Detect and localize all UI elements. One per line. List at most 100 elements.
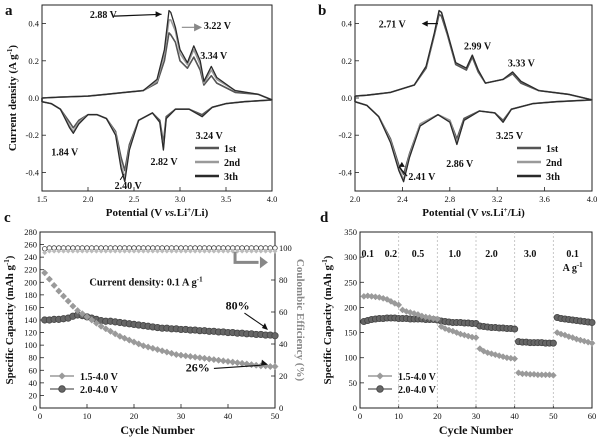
legend-label: 2.0-4.0 V xyxy=(398,385,437,396)
y-axis-label-part: -1 xyxy=(6,48,14,54)
arrow-head xyxy=(260,359,268,366)
y-tick-label: 300 xyxy=(344,252,357,262)
y-tick-label: 140 xyxy=(24,315,37,325)
annotation-part: -1 xyxy=(197,275,203,283)
ce-point-1-5-4v xyxy=(225,248,231,254)
ce-point-1-5-4v xyxy=(159,248,165,254)
x-tick-label: 3.2 xyxy=(492,194,503,204)
rate-unit-part: A g xyxy=(563,263,577,274)
ce-point-1-5-4v xyxy=(220,248,226,254)
y-tick-label: 40 xyxy=(29,378,38,388)
y-tick-label: 50 xyxy=(349,378,358,388)
ce-point-1-5-4v xyxy=(126,248,132,254)
ce-point-1-5-4v xyxy=(169,248,175,254)
x-axis-label-part: /Li) xyxy=(507,207,525,219)
rate-label: 0.5 xyxy=(412,249,425,260)
x-axis-label: Potential (V vs.Li+/Li) xyxy=(422,206,525,219)
capacity-point-1-5-4v xyxy=(153,345,162,354)
y-tick-label: -0.2 xyxy=(26,130,39,140)
ce-point-1-5-4v xyxy=(93,248,99,254)
y-tick-label: 80 xyxy=(29,353,38,363)
peak-annotation: 1.84 V xyxy=(51,148,79,159)
capacity-point-1-5-4v xyxy=(59,292,68,300)
annotation-arrow xyxy=(114,13,162,17)
ce-point-1-5-4v xyxy=(84,248,90,254)
arrow-head xyxy=(421,20,428,27)
legend-label: 1st xyxy=(224,144,237,155)
capacity-point-1-5-4v xyxy=(83,313,91,321)
panel-label: b xyxy=(318,3,326,19)
capacity-point-1-5-4v xyxy=(549,371,557,379)
y-tick-label: 260 xyxy=(24,240,37,250)
capacity-point-1-5-4v xyxy=(511,355,519,363)
x-tick-label: 40 xyxy=(510,411,519,421)
annotation-arrow xyxy=(244,312,266,328)
ce-point-1-5-4v xyxy=(112,248,118,254)
x-tick-label: 10 xyxy=(83,411,92,421)
ce-point-1-5-4v xyxy=(122,248,128,254)
x-axis-label-part: + xyxy=(504,206,508,214)
ce-point-1-5-4v xyxy=(60,248,67,254)
rate-label: 1.0 xyxy=(448,249,461,260)
y-tick-label: 0.0 xyxy=(28,93,39,103)
y-tick-label: 100 xyxy=(344,353,357,363)
capacity-point-1-5-4v xyxy=(418,312,426,320)
ce-point-1-5-4v xyxy=(56,248,62,254)
capacity-point-1-5-4v xyxy=(144,343,152,351)
ce-point-1-5-4v xyxy=(150,248,156,254)
annotation-part: Current density: 0.1 A g xyxy=(89,277,197,288)
y-tick-label: -0.2 xyxy=(339,130,352,140)
capacity-point-1-5-4v xyxy=(102,325,110,333)
x-tick-label: 0 xyxy=(358,411,362,421)
y2-axis-label: Coulombic Efficiency (%) xyxy=(294,259,306,382)
legend-label: 1.5-4.0 V xyxy=(80,372,119,383)
ce-point-1-5-4v xyxy=(267,248,273,254)
rate-unit-part: -1 xyxy=(577,261,583,269)
capacity-point-2-4v xyxy=(549,339,557,347)
x-tick-label: 2.8 xyxy=(444,194,455,204)
capacity-point-1-5-4v xyxy=(557,330,565,338)
y-tick-label: 350 xyxy=(344,227,357,237)
capacity-point-2-4v xyxy=(271,332,279,340)
arrow-head xyxy=(398,161,405,167)
capacity-point-1-5-4v xyxy=(97,322,105,330)
ce-point-1-5-4v xyxy=(192,248,198,254)
x-axis-label: Cycle Number xyxy=(439,423,514,437)
capacity-point-1-5-4v xyxy=(186,352,194,361)
legend-label: 2nd xyxy=(224,158,241,169)
x-axis-label-part: Li xyxy=(493,207,503,219)
legend-label: 3th xyxy=(546,172,560,183)
capacity-point-1-5-4v xyxy=(205,355,213,363)
capacity-point-1-5-4v xyxy=(441,325,449,333)
ce-point-1-5-4v xyxy=(253,248,259,254)
y-tick-label: 150 xyxy=(344,328,357,338)
retention-annotation: 80% xyxy=(226,298,250,312)
y-tick-label: 160 xyxy=(24,302,37,312)
capacity-point-1-5-4v xyxy=(472,334,480,342)
legend-marker xyxy=(376,372,384,380)
capacity-point-1-5-4v xyxy=(573,335,580,343)
annotation-arrow xyxy=(119,173,125,181)
ce-point-1-5-4v xyxy=(244,248,250,254)
y-tick-label: 0.2 xyxy=(341,56,352,66)
peak-annotation: 3.34 V xyxy=(200,51,228,62)
y2-tick-label: 80 xyxy=(279,275,288,285)
capacity-point-1-5-4v xyxy=(55,287,63,295)
x-tick-label: 2.0 xyxy=(83,194,94,204)
y-tick-label: 0 xyxy=(353,403,357,413)
y-axis-label: Specific Capacity (mAh g-1) xyxy=(321,255,334,384)
capacity-point-1-5-4v xyxy=(460,331,468,339)
x-tick-label: 3.0 xyxy=(175,194,186,204)
x-tick-label: 10 xyxy=(394,411,403,421)
ce-point-1-5-4v xyxy=(89,248,95,254)
x-axis-label-part: Li xyxy=(177,207,187,219)
y-axis-label-part: Specific Capacity (mAh g xyxy=(322,265,334,385)
capacity-point-1-5-4v xyxy=(182,352,190,360)
ce-point-1-5-4v xyxy=(211,248,217,254)
y2-tick-label: 0 xyxy=(279,403,283,413)
capacity-point-1-5-4v xyxy=(580,337,588,345)
y-tick-label: 0.4 xyxy=(28,19,39,29)
peak-annotation: 3.33 V xyxy=(508,58,536,69)
x-tick-label: 2.5 xyxy=(129,194,140,204)
y-tick-label: -0.4 xyxy=(26,167,40,177)
